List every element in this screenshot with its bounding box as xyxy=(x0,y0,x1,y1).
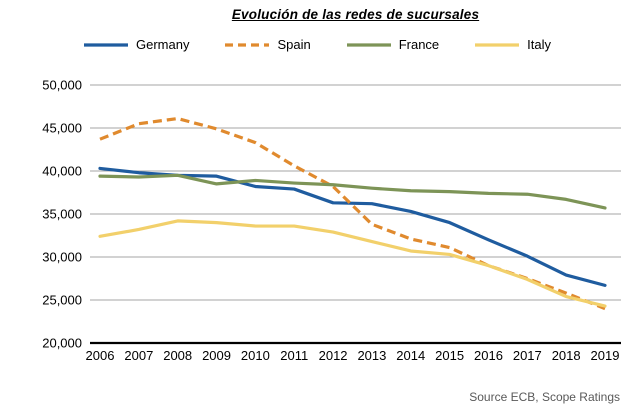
chart-legend: Germany Spain France Italy xyxy=(0,37,635,52)
x-tick-label: 2014 xyxy=(396,348,425,363)
legend-line-sample-france xyxy=(346,42,391,47)
x-tick-label: 2010 xyxy=(241,348,270,363)
legend-label-germany: Germany xyxy=(135,37,190,52)
x-tick-label: 2009 xyxy=(202,348,231,363)
y-tick-label: 35,000 xyxy=(42,207,82,222)
legend-item-italy: Italy xyxy=(475,37,551,52)
legend-item-germany: Germany xyxy=(83,37,190,52)
source-note: Source ECB, Scope Ratings xyxy=(469,390,620,404)
y-tick-label: 30,000 xyxy=(42,250,82,265)
chart-title: Evolución de las redes de sucursales xyxy=(231,7,480,22)
series-line-italy xyxy=(98,219,607,308)
y-tick-label: 20,000 xyxy=(42,336,82,351)
y-tick-label: 40,000 xyxy=(42,164,82,179)
x-tick-label: 2011 xyxy=(280,348,308,363)
x-tick-label: 2013 xyxy=(357,348,386,363)
x-tick-label: 2019 xyxy=(591,348,620,363)
legend-line-sample-spain xyxy=(225,42,270,47)
x-tick-label: 2017 xyxy=(513,348,542,363)
legend-item-spain: Spain xyxy=(225,37,311,52)
legend-line-sample-germany xyxy=(83,42,128,47)
x-tick-label: 2015 xyxy=(435,348,464,363)
legend-line-sample-italy xyxy=(475,42,520,47)
x-tick-label: 2007 xyxy=(124,348,153,363)
legend-item-france: France xyxy=(346,37,440,52)
y-tick-label: 50,000 xyxy=(42,78,82,93)
x-tick-label: 2012 xyxy=(319,348,348,363)
y-tick-label: 45,000 xyxy=(42,121,82,136)
series-line-france xyxy=(98,173,607,210)
legend-label-italy: Italy xyxy=(527,37,552,52)
x-tick-label: 2018 xyxy=(552,348,581,363)
x-tick-label: 2008 xyxy=(163,348,192,363)
legend-label-spain: Spain xyxy=(277,37,311,52)
x-tick-label: 2016 xyxy=(474,348,503,363)
legend-label-france: France xyxy=(398,37,440,52)
x-tick-label: 2006 xyxy=(86,348,115,363)
y-tick-label: 25,000 xyxy=(42,293,82,308)
